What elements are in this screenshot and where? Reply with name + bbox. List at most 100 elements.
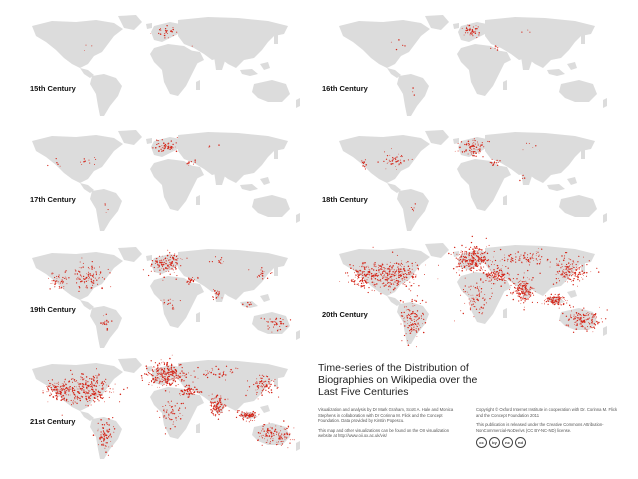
biography-dot (385, 278, 387, 280)
biography-dot (605, 318, 607, 320)
biography-dot (91, 268, 93, 270)
biography-dot (527, 259, 530, 261)
biography-dot (499, 269, 501, 271)
biography-dot (91, 388, 93, 391)
biography-dot (172, 300, 174, 302)
biography-dot (182, 414, 184, 416)
biography-dot (568, 271, 570, 273)
biography-dot (151, 260, 154, 262)
biography-dot (105, 382, 106, 383)
biography-dot (102, 431, 105, 433)
biography-dot (490, 269, 492, 271)
biography-dot (213, 407, 215, 409)
biography-dot (573, 278, 575, 280)
biography-dot (590, 271, 592, 273)
biography-dot (561, 266, 563, 268)
biography-dot (178, 364, 181, 366)
biography-dot (106, 384, 108, 386)
biography-dot (488, 273, 491, 276)
biography-dot (490, 279, 493, 281)
biography-dot (175, 268, 177, 270)
biography-dot (374, 283, 376, 286)
biography-dot (412, 275, 414, 277)
biography-dot (362, 285, 365, 287)
biography-dot (95, 375, 97, 377)
biography-dot (268, 378, 270, 380)
biography-dot (218, 410, 221, 412)
biography-dot (407, 269, 409, 271)
biography-dot (275, 318, 277, 321)
biography-dot (243, 416, 245, 418)
biography-dot (174, 378, 176, 379)
biography-dot (501, 271, 503, 273)
biography-dot (523, 291, 524, 293)
landmass (457, 159, 505, 211)
biography-dot (247, 301, 249, 304)
landmass (214, 171, 226, 185)
biography-dot (208, 145, 211, 147)
biography-dot (173, 421, 175, 423)
biography-dot (171, 378, 173, 380)
biography-dot (106, 434, 108, 436)
biography-dot (571, 260, 573, 262)
biography-dot (525, 287, 528, 289)
biography-dot (526, 289, 528, 291)
biography-dot (412, 210, 415, 212)
biography-dot (498, 161, 499, 163)
biography-dot (85, 380, 87, 382)
landmass (252, 80, 290, 102)
biography-dot (584, 327, 586, 329)
biography-dot (472, 253, 474, 255)
biography-dot (49, 382, 51, 385)
biography-dot (529, 31, 531, 33)
biography-dot (172, 34, 174, 37)
biography-dot (104, 320, 106, 322)
biography-dot (491, 261, 493, 263)
biography-dot (531, 292, 534, 294)
biography-dot (162, 147, 164, 149)
biography-dot (166, 384, 168, 386)
biography-dot (368, 270, 370, 273)
biography-dot (113, 391, 115, 393)
biography-dot (575, 269, 577, 271)
biography-dot (391, 273, 393, 275)
biography-dot (586, 318, 588, 319)
biography-dot (160, 259, 162, 261)
biography-dot (471, 267, 473, 269)
biography-dot (79, 387, 80, 389)
biography-dot (99, 266, 100, 268)
biography-dot (394, 274, 396, 276)
biography-dot (500, 285, 502, 287)
biography-dot (557, 272, 559, 274)
biography-dot (230, 368, 232, 371)
biography-dot (155, 260, 157, 262)
biography-dot (247, 389, 248, 391)
biography-dot (168, 375, 171, 378)
biography-dot (404, 277, 406, 279)
biography-dot (79, 397, 81, 400)
biography-dot (108, 435, 110, 438)
biography-dot (415, 320, 417, 322)
biography-dot (591, 321, 594, 323)
biography-dot (525, 282, 528, 285)
biography-dot (412, 91, 414, 93)
biography-dot (405, 262, 407, 264)
biography-dot (531, 287, 533, 289)
biography-dot (175, 373, 177, 375)
biography-dot (494, 272, 496, 273)
biography-dot (421, 299, 424, 302)
biography-dot (174, 146, 176, 148)
biography-dot (398, 270, 400, 271)
biography-dot (102, 443, 104, 445)
biography-dot (600, 318, 602, 320)
biography-dot (453, 320, 455, 322)
biography-dot (477, 149, 478, 151)
biography-dot (91, 378, 93, 380)
biography-dot (211, 410, 214, 412)
biography-dot (399, 161, 402, 164)
biography-dot (358, 271, 360, 273)
biography-dot (419, 303, 421, 304)
biography-dot (533, 287, 535, 289)
biography-dot (577, 261, 579, 263)
biography-dot (52, 389, 55, 391)
